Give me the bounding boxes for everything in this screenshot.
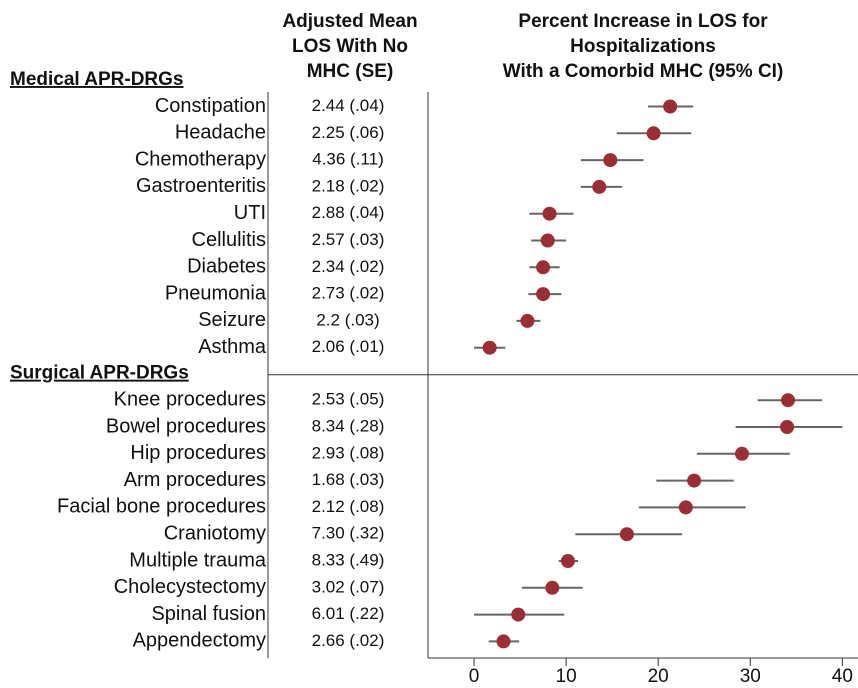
row-label: Pneumonia <box>165 282 267 304</box>
los-value: 2.18 (.02) <box>312 176 385 195</box>
los-value: 7.30 (.32) <box>312 524 385 543</box>
los-value: 2.57 (.03) <box>312 230 385 249</box>
row-label: Seizure <box>198 309 266 331</box>
row-label: Constipation <box>155 95 266 117</box>
row-label: Hip procedures <box>130 442 266 464</box>
los-value: 2.88 (.04) <box>312 203 385 222</box>
row-label: Headache <box>175 122 266 144</box>
los-value: 2.93 (.08) <box>312 443 385 462</box>
x-tick-label: 0 <box>469 666 480 687</box>
los-value: 2.34 (.02) <box>312 257 385 276</box>
plot-header: Hospitalizations <box>570 36 716 57</box>
estimate-marker <box>780 420 795 434</box>
x-tick-label: 30 <box>740 666 761 687</box>
estimate-marker <box>536 260 551 275</box>
estimate-marker <box>540 233 555 248</box>
estimate-marker <box>511 607 526 622</box>
group-label: Surgical APR-DRGs <box>10 363 189 384</box>
row-label: Facial bone procedures <box>57 496 266 518</box>
los-value: 1.68 (.03) <box>312 470 385 489</box>
los-value: 2.12 (.08) <box>312 497 385 516</box>
estimate-marker <box>560 554 575 568</box>
estimate-marker <box>520 313 535 328</box>
los-value: 6.01 (.22) <box>312 604 385 623</box>
estimate-marker <box>687 473 702 488</box>
row-label: UTI <box>234 202 266 224</box>
los-value: 2.06 (.01) <box>312 337 385 356</box>
los-value: 4.36 (.11) <box>312 150 384 169</box>
los-value: 2.44 (.04) <box>312 96 385 115</box>
estimate-marker <box>592 179 607 194</box>
row-label: Bowel procedures <box>106 415 266 437</box>
row-label: Appendectomy <box>133 630 266 652</box>
row-label: Diabetes <box>187 256 266 278</box>
los-value: 8.34 (.28) <box>312 416 385 435</box>
estimate-marker <box>781 393 796 408</box>
row-label: Knee procedures <box>114 388 266 410</box>
column-header: MHC (SE) <box>307 61 394 82</box>
row-label: Chemotherapy <box>135 148 266 170</box>
row-label: Asthma <box>198 336 267 358</box>
row-label: Multiple trauma <box>129 549 267 571</box>
x-tick-label: 40 <box>832 666 853 687</box>
column-header: Adjusted Mean <box>282 11 417 32</box>
estimate-marker <box>678 500 693 515</box>
plot-header: With a Comorbid MHC (95% CI) <box>503 61 784 82</box>
estimate-marker <box>603 153 618 168</box>
estimate-marker <box>545 580 560 595</box>
estimate-marker <box>646 126 661 141</box>
estimate-marker <box>663 99 678 114</box>
estimate-marker <box>542 206 557 221</box>
estimate-marker <box>619 527 634 542</box>
los-value: 2.66 (.02) <box>312 631 385 650</box>
row-label: Cholecystectomy <box>114 576 266 598</box>
estimate-marker <box>482 340 497 355</box>
row-label: Craniotomy <box>164 522 266 544</box>
los-value: 3.02 (.07) <box>312 577 385 596</box>
row-label: Arm procedures <box>124 469 266 491</box>
los-value: 2.25 (.06) <box>312 123 385 142</box>
los-value: 2.53 (.05) <box>312 390 385 409</box>
estimate-marker <box>536 287 551 302</box>
row-label: Cellulitis <box>192 229 266 251</box>
los-value: 8.33 (.49) <box>312 550 385 569</box>
x-tick-label: 10 <box>556 666 577 687</box>
x-tick-label: 20 <box>648 666 669 687</box>
row-label: Spinal fusion <box>151 603 266 625</box>
plot-header: Percent Increase in LOS for <box>518 11 768 32</box>
los-value: 2.2 (.03) <box>316 310 379 329</box>
group-label: Medical APR-DRGs <box>10 69 184 90</box>
estimate-marker <box>496 634 511 649</box>
estimate-marker <box>734 446 749 461</box>
los-value: 2.73 (.02) <box>312 284 385 303</box>
row-label: Gastroenteritis <box>136 175 266 197</box>
column-header: LOS With No <box>292 36 408 57</box>
